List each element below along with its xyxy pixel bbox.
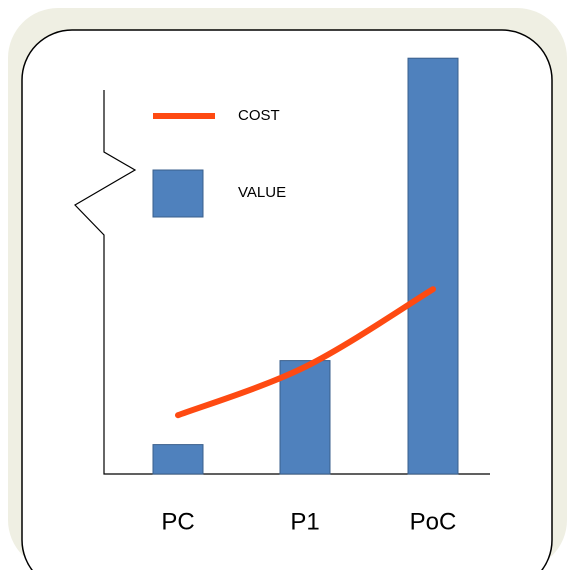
bar [152,444,204,475]
legend-label: VALUE [238,184,286,201]
bar [407,57,459,475]
axis [74,90,490,475]
x-tick-label: P1 [290,508,319,535]
x-tick-label: PC [161,508,194,535]
x-tick-label: PoC [410,508,457,535]
cost-line [175,286,436,419]
legend-swatch [152,169,204,218]
bar [279,360,331,475]
plot: PC P1 PoC [152,57,459,535]
panel [21,29,553,570]
legend-label: COST [238,107,280,124]
